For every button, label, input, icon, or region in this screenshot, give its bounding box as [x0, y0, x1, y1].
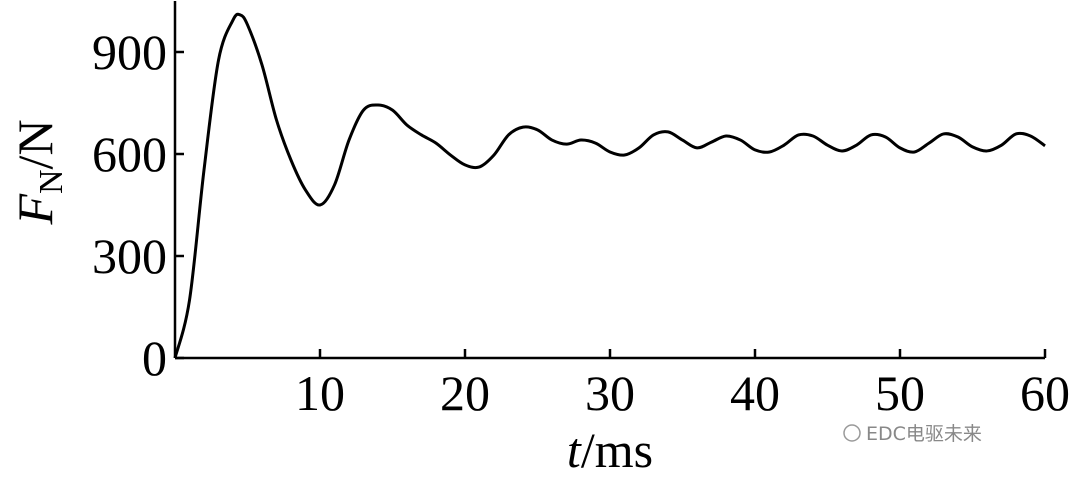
x-tick-label: 30 [585, 365, 635, 421]
x-label-symbol: t [567, 422, 582, 478]
y-tick-label: 300 [92, 228, 167, 284]
y-axis-label: FN/N [7, 119, 70, 225]
x-tick-label: 20 [440, 365, 490, 421]
y-tick-label: 600 [92, 126, 167, 182]
y-tick-label: 0 [142, 330, 167, 386]
data-line [173, 12, 1046, 359]
y-tick-label: 900 [92, 24, 167, 80]
x-label-unit: /ms [581, 422, 653, 478]
x-axis-label: t/ms [567, 422, 653, 478]
watermark: EDC电驱未来 [866, 423, 982, 445]
y-label-subscript: N [33, 169, 70, 194]
y-label-symbol: F [7, 194, 63, 226]
y-label-unit: /N [7, 119, 63, 169]
x-tick-label: 40 [730, 365, 780, 421]
x-tick-label: 60 [1020, 365, 1070, 421]
watermark-icon [843, 424, 861, 442]
x-tick-label: 50 [875, 365, 925, 421]
x-tick-label: 10 [295, 365, 345, 421]
